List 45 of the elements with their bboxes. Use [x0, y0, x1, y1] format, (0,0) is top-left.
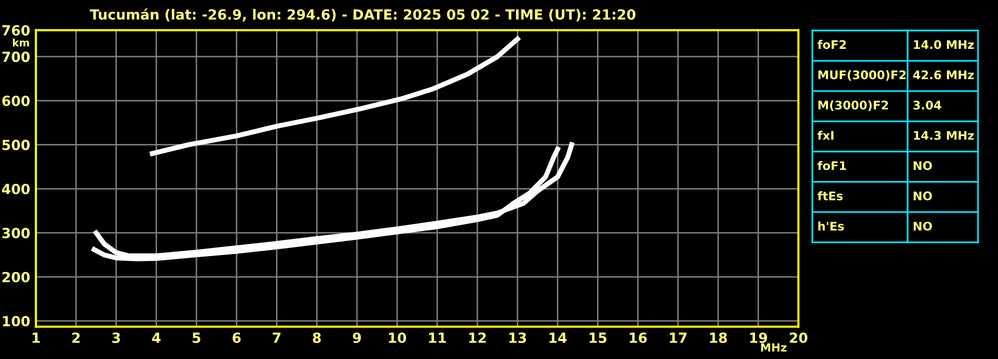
- x-tick-label: 10: [389, 332, 406, 343]
- x-tick-label: 8: [312, 332, 321, 343]
- x-tick-label: 12: [469, 332, 486, 343]
- y-tick-label: 760: [2, 25, 30, 36]
- x-tick-label: 1: [32, 332, 40, 343]
- x-tick-label: 11: [429, 332, 446, 343]
- y-tick-label: 700: [2, 52, 30, 62]
- y-tick-label: 300: [2, 228, 30, 238]
- y-tick-label: 600: [2, 96, 30, 106]
- x-tick-label: 6: [232, 332, 241, 343]
- y-axis-title: km: [12, 38, 30, 46]
- chart-title: Tucumán (lat: -26.9, lon: 294.6) - DATE: 2025 05 02 - TIME (UT): 21:20: [90, 8, 636, 22]
- x-axis-title: MHz: [761, 343, 786, 352]
- y-tick-label: 500: [2, 140, 30, 150]
- y-tick-label: 200: [2, 272, 30, 282]
- x-tick-label: 5: [192, 332, 200, 343]
- text: MUF(3000)F2: [818, 70, 906, 81]
- text: NO: [914, 161, 932, 170]
- x-tick-label: 7: [272, 332, 280, 343]
- text: foF1: [818, 160, 846, 170]
- x-tick-label: 13: [509, 332, 526, 343]
- x-tick-label: 9: [352, 332, 361, 343]
- text: foF2: [818, 40, 846, 50]
- x-tick-label: 15: [590, 332, 606, 343]
- text: M(3000)F2: [818, 100, 888, 111]
- text: 14.3 MHz: [914, 130, 974, 140]
- text: 3.04: [913, 100, 942, 110]
- x-tick-label: 3: [112, 332, 120, 343]
- text: 42.6 MHz: [913, 70, 974, 80]
- x-tick-label: 16: [630, 332, 647, 343]
- text: NO: [914, 222, 932, 231]
- x-tick-label: 2: [72, 332, 80, 343]
- text: 14.0 MHz: [914, 40, 974, 50]
- x-tick-label: 4: [152, 332, 161, 343]
- x-tick-label: 20: [790, 332, 808, 343]
- x-tick-label: 19: [750, 332, 768, 343]
- x-tick-label: 17: [670, 332, 687, 343]
- text: ftEs: [818, 191, 843, 200]
- x-tick-label: 14: [550, 332, 567, 343]
- y-tick-label: 400: [2, 184, 30, 194]
- text: NO: [914, 191, 932, 200]
- x-tick-label: 18: [710, 332, 727, 343]
- y-tick-label: 100: [2, 316, 30, 326]
- text: fxI: [818, 130, 834, 140]
- text: h'Es: [818, 221, 844, 231]
